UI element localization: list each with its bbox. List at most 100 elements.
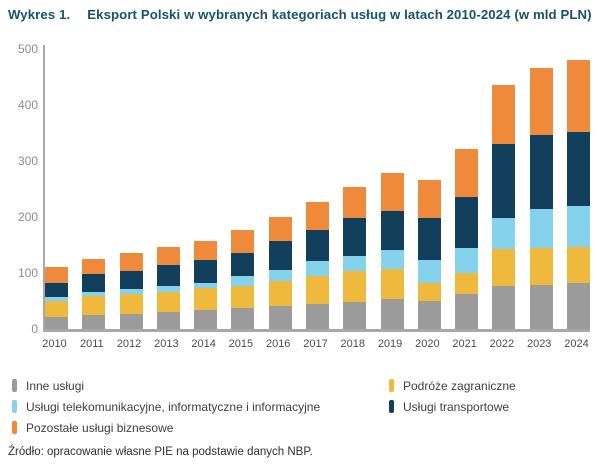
segment-2024: [567, 205, 590, 248]
legend-swatch-icon: [12, 379, 17, 392]
legend-swatch-icon: [389, 400, 394, 413]
segment-2018: [343, 186, 367, 219]
bar-2011: [82, 259, 106, 329]
bar-2024: [567, 60, 590, 329]
segment-2021: [455, 197, 479, 248]
legend-swatch-icon: [12, 400, 17, 413]
legend-label: Pozostałe usługi biznesowe: [26, 420, 174, 435]
segment-2016: [268, 280, 292, 307]
segment-2015: [231, 308, 255, 329]
segment-2012: [119, 293, 143, 315]
source-note: Źródło: opracowanie własne PIE na podsta…: [8, 446, 313, 458]
legend-column-left: Inne usługi Usługi telekomunikacyjne, inf…: [12, 375, 320, 438]
segment-2010: [45, 282, 68, 297]
x-tick-2021: 2021: [452, 338, 477, 350]
segment-2015: [231, 275, 255, 287]
segment-2016: [268, 217, 292, 241]
segment-2017: [306, 304, 329, 329]
x-tick-2020: 2020: [415, 338, 440, 350]
bar-2019: [380, 173, 404, 329]
segment-2019: [380, 210, 404, 251]
segment-2023: [529, 247, 553, 285]
y-tick-200: 200: [17, 210, 38, 224]
segment-2014: [194, 241, 218, 260]
legend-item: Usługi transportowe: [389, 396, 516, 417]
legend-label: Podróże zagraniczne: [403, 378, 516, 393]
segment-2014: [194, 309, 218, 329]
x-tick-2024: 2024: [564, 338, 589, 350]
segment-2023: [529, 135, 553, 210]
segment-2023: [529, 284, 553, 329]
segment-2024: [567, 282, 590, 329]
segment-2015: [231, 252, 255, 276]
segment-2013: [156, 285, 180, 293]
segment-2024: [567, 132, 590, 206]
segment-2011: [82, 315, 106, 329]
x-tick-2014: 2014: [191, 338, 216, 350]
segment-2018: [343, 270, 367, 302]
bar-2021: [455, 149, 479, 329]
x-tick-2012: 2012: [116, 338, 142, 350]
segment-2010: [45, 316, 68, 329]
segment-2010: [45, 267, 68, 283]
segment-2019: [380, 250, 404, 269]
y-tick-0: 0: [31, 322, 38, 336]
segment-2018: [343, 256, 367, 271]
legend-label: Usługi transportowe: [403, 399, 510, 414]
x-tick-2017: 2017: [303, 338, 328, 350]
segment-2023: [529, 68, 553, 136]
segment-2014: [194, 288, 218, 310]
segment-2021: [455, 273, 479, 295]
segment-2022: [492, 217, 516, 249]
chart-number-label: Wykres 1.: [8, 7, 71, 22]
segment-2021: [455, 294, 479, 329]
segment-2020: [417, 217, 441, 260]
bar-2017: [306, 202, 329, 329]
segment-2020: [417, 283, 441, 301]
x-tick-2018: 2018: [340, 338, 366, 350]
x-tick-2010: 2010: [42, 338, 67, 350]
segment-2021: [455, 247, 479, 274]
bar-2020: [417, 180, 441, 329]
legend-label: Inne usługi: [26, 378, 85, 393]
bar-2023: [529, 68, 553, 329]
segment-2012: [119, 271, 143, 289]
segment-2013: [156, 265, 180, 286]
segment-2017: [306, 202, 329, 231]
legend-swatch-icon: [12, 421, 17, 434]
legend-column-right: Podróże zagraniczne Usługi transportowe: [389, 375, 516, 417]
x-tick-2015: 2015: [228, 338, 254, 350]
bar-2016: [268, 217, 292, 329]
legend-label: Usługi telekomunikacyjne, informatyczne …: [26, 399, 321, 414]
x-tick-2013: 2013: [154, 338, 179, 350]
segment-2022: [492, 85, 516, 144]
plot-area: [43, 45, 590, 332]
segment-2019: [380, 173, 404, 211]
segment-2016: [268, 240, 292, 270]
y-tick-100: 100: [17, 266, 38, 280]
segment-2016: [268, 269, 292, 281]
segment-2014: [194, 282, 218, 289]
x-tick-2022: 2022: [489, 338, 515, 350]
legend-swatch-icon: [389, 379, 394, 392]
segment-2017: [306, 230, 329, 262]
segment-2012: [119, 314, 143, 329]
segment-2010: [45, 296, 68, 302]
bar-2012: [119, 252, 143, 329]
segment-2023: [529, 209, 553, 248]
segment-2011: [82, 273, 106, 292]
segment-2014: [194, 259, 218, 283]
segment-2010: [45, 301, 68, 317]
segment-2013: [156, 292, 180, 312]
x-tick-2023: 2023: [526, 338, 552, 350]
bar-2014: [194, 241, 218, 329]
segment-2019: [380, 268, 404, 300]
segment-2020: [417, 259, 441, 284]
segment-2011: [82, 295, 106, 315]
bar-2022: [492, 85, 516, 329]
segment-2018: [343, 301, 367, 329]
y-tick-500: 500: [17, 42, 38, 56]
legend-item: Usługi telekomunikacyjne, informatyczne …: [12, 396, 320, 417]
bar-2015: [231, 230, 255, 329]
